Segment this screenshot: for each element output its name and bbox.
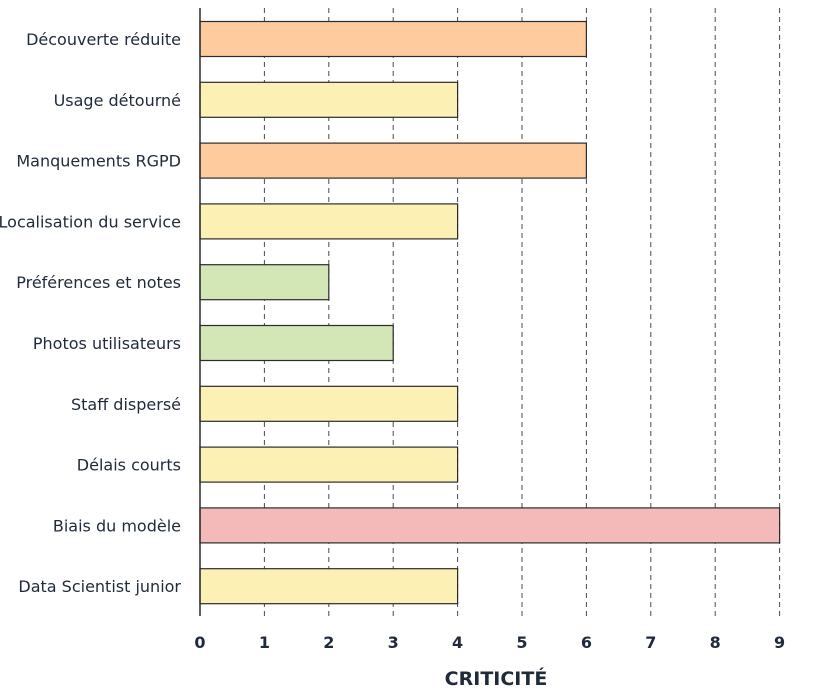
x-tick-label: 2 [323, 633, 334, 652]
category-label: Manquements RGPD [16, 152, 181, 171]
bar [199, 203, 459, 240]
x-tick-label: 3 [388, 633, 399, 652]
x-tick-label: 0 [194, 633, 205, 652]
x-axis-title: CRITICITÉ [445, 667, 548, 690]
bar [199, 385, 459, 422]
bar [199, 446, 459, 483]
category-label: Usage détourné [54, 91, 181, 110]
x-tick-labels: 0 1 2 3 4 5 6 7 8 9 [194, 633, 785, 652]
bar [199, 568, 459, 605]
bar [199, 264, 330, 301]
category-label: Préférences et notes [16, 273, 181, 292]
category-label: Délais courts [77, 456, 181, 475]
x-tick-label: 8 [710, 633, 721, 652]
x-tick-label: 7 [645, 633, 656, 652]
x-tick-label: 6 [581, 633, 592, 652]
category-label: Localisation du service [0, 212, 181, 231]
category-label: Découverte réduite [26, 30, 181, 49]
category-labels: Découverte réduite Usage détourné Manqueme… [0, 30, 181, 596]
bars [199, 20, 781, 605]
bar [199, 507, 781, 544]
x-tick-label: 1 [259, 633, 270, 652]
bar [199, 324, 394, 362]
bar [199, 142, 587, 179]
x-tick-label: 5 [516, 633, 527, 652]
category-label: Photos utilisateurs [33, 334, 181, 353]
x-tick-label: 4 [452, 633, 463, 652]
x-tick-label: 9 [774, 633, 785, 652]
category-label: Staff dispersé [71, 395, 181, 414]
category-label: Biais du modèle [53, 516, 181, 535]
category-label: Data Scientist junior [18, 577, 181, 596]
bar [199, 81, 459, 118]
bar [199, 20, 587, 58]
